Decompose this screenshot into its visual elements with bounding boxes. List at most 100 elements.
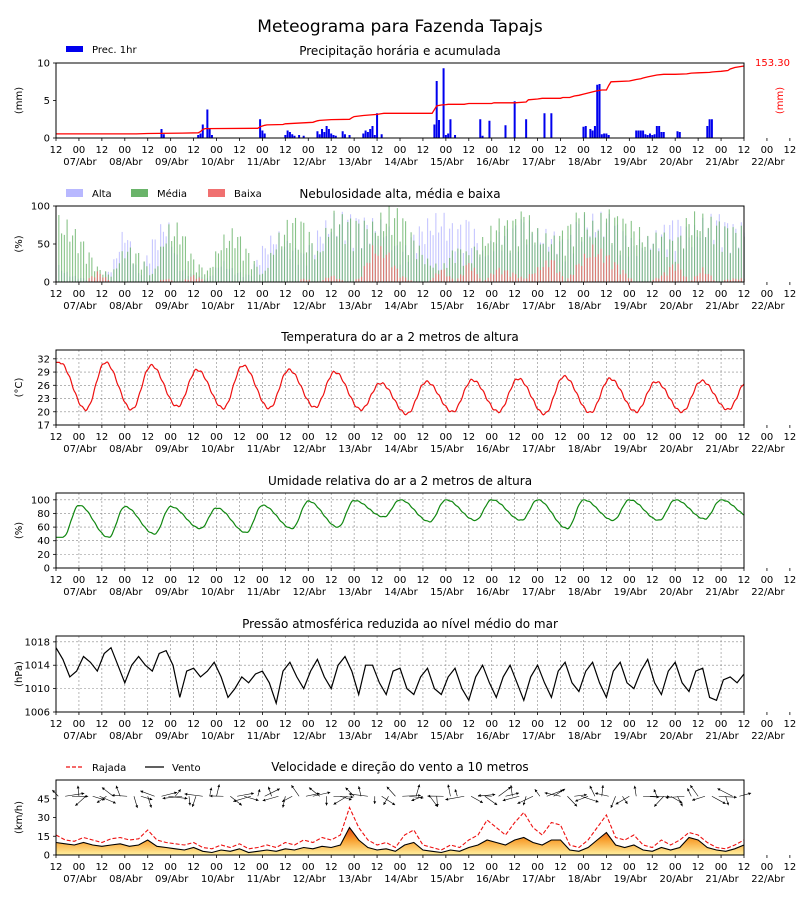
cloud-bar-mid bbox=[350, 218, 352, 282]
cloud-bar-mid bbox=[498, 218, 500, 282]
cloud-bar-mid bbox=[564, 255, 566, 282]
cloud-bar-mid bbox=[633, 231, 635, 282]
wind-arrow-head bbox=[748, 792, 752, 796]
y-tick-label: 17 bbox=[37, 421, 50, 432]
precip-bar bbox=[589, 129, 592, 138]
cloud-bar-mid bbox=[707, 227, 709, 282]
cloud-bar-mid bbox=[740, 225, 742, 282]
cloud-bar-low bbox=[589, 257, 591, 282]
x-tick-label-hour: 00 bbox=[669, 432, 682, 443]
cloud-bar-mid bbox=[234, 248, 236, 282]
x-tick-label-date: 14/Abr bbox=[384, 874, 418, 885]
y-axis-label: (mm) bbox=[14, 87, 25, 114]
x-tick-label-hour: 12 bbox=[95, 862, 108, 873]
cloud-bar-mid bbox=[198, 264, 200, 282]
cloud-bar-mid bbox=[451, 250, 453, 282]
cloud-bar-mid bbox=[583, 212, 586, 282]
y-tick-label: 20 bbox=[37, 550, 50, 561]
cloud-bar-mid bbox=[718, 221, 720, 282]
x-tick-label-date: 15/Abr bbox=[430, 157, 464, 168]
cloud-bar-mid bbox=[91, 257, 93, 282]
cloud-bar-mid bbox=[605, 218, 608, 282]
x-tick-label-date: 22/Abr bbox=[751, 731, 785, 742]
x-tick-label-hour: 00 bbox=[439, 575, 452, 586]
cloud-bar-mid bbox=[402, 218, 404, 282]
cloud-bar-low bbox=[732, 278, 734, 282]
pressure-line bbox=[55, 646, 745, 706]
cloud-bar-mid bbox=[578, 218, 580, 282]
precip-bar bbox=[662, 132, 665, 138]
cloud-bar-mid bbox=[322, 251, 324, 282]
x-tick-label-hour: 00 bbox=[118, 432, 131, 443]
wind-arrow-head bbox=[251, 792, 254, 796]
legend-label-gust: Rajada bbox=[92, 763, 126, 774]
x-tick-label-hour: 00 bbox=[302, 145, 315, 156]
precip-bar bbox=[637, 130, 640, 138]
x-tick-label-hour: 00 bbox=[669, 289, 682, 300]
x-tick-label-hour: 00 bbox=[73, 289, 86, 300]
x-tick-label-hour: 00 bbox=[256, 289, 269, 300]
y-axis-label: (km/h) bbox=[14, 801, 25, 834]
wind-arrow-head bbox=[427, 794, 431, 798]
cloud-bar-mid bbox=[705, 237, 707, 282]
precip-bar bbox=[291, 134, 294, 138]
cloud-bar-mid bbox=[330, 228, 332, 282]
cloud-bar-mid bbox=[435, 263, 437, 282]
cloud-bar-mid bbox=[432, 267, 434, 282]
precip-bar bbox=[197, 135, 200, 138]
precip-bar bbox=[380, 134, 383, 138]
cloud-bar-mid bbox=[553, 235, 555, 282]
x-tick-label-date: 20/Abr bbox=[659, 444, 693, 455]
cloud-bar-low bbox=[682, 276, 685, 282]
y-tick-label: 1006 bbox=[25, 708, 50, 719]
cloud-bar-mid bbox=[600, 213, 602, 282]
precip-bar bbox=[201, 124, 204, 138]
x-tick-label-hour: 00 bbox=[394, 862, 407, 873]
cloud-bar-low bbox=[449, 276, 451, 282]
cloud-bar-low bbox=[465, 265, 467, 282]
cloud-bar-low bbox=[385, 254, 387, 282]
x-tick-label-hour: 00 bbox=[210, 719, 223, 730]
cloud-bar-mid bbox=[173, 236, 175, 282]
cloud-bar-mid bbox=[347, 222, 349, 282]
cloud-bar-mid bbox=[149, 275, 151, 282]
cloud-bar-low bbox=[531, 274, 533, 282]
x-tick-label-hour: 12 bbox=[783, 862, 796, 873]
x-tick-label-hour: 12 bbox=[646, 862, 659, 873]
cloud-bar-mid bbox=[366, 229, 368, 282]
x-tick-label-hour: 12 bbox=[371, 145, 384, 156]
cloud-bar-mid bbox=[226, 248, 228, 282]
x-tick-label-hour: 00 bbox=[348, 575, 361, 586]
wind-arrow-head bbox=[734, 795, 737, 799]
cloud-bar-mid bbox=[391, 234, 393, 282]
legend-swatch-cloud bbox=[208, 189, 225, 197]
cloud-bar-mid bbox=[515, 219, 517, 282]
wind-direction-arrow bbox=[233, 795, 252, 802]
x-tick-label-hour: 00 bbox=[394, 719, 407, 730]
precip-bar bbox=[348, 135, 351, 138]
accumulated-total-label: 153.30 bbox=[755, 58, 790, 69]
x-tick-label-hour: 12 bbox=[783, 575, 796, 586]
x-tick-label-hour: 00 bbox=[531, 719, 544, 730]
cloud-bar-mid bbox=[77, 253, 79, 282]
x-tick-label-date: 11/Abr bbox=[247, 587, 281, 598]
cloud-bar-mid bbox=[319, 252, 321, 282]
cloud-bar-mid bbox=[622, 218, 624, 282]
cloud-bar-low bbox=[594, 256, 597, 282]
cloud-bar-mid bbox=[270, 252, 272, 282]
cloud-bar-low bbox=[702, 267, 704, 282]
cloud-bar-low bbox=[366, 262, 368, 282]
cloud-bar-low bbox=[369, 262, 371, 282]
y-tick-label: 30 bbox=[37, 813, 50, 824]
cloud-bar-mid bbox=[603, 237, 605, 282]
cloud-bar-mid bbox=[220, 250, 222, 282]
x-tick-label-hour: 00 bbox=[715, 432, 728, 443]
plot-frame bbox=[55, 779, 745, 856]
x-tick-label-date: 09/Abr bbox=[155, 874, 189, 885]
x-tick-label-hour: 12 bbox=[692, 862, 705, 873]
precip-bar bbox=[316, 131, 319, 138]
cloud-bar-low bbox=[622, 269, 624, 282]
cloud-bar-mid bbox=[724, 226, 726, 282]
wind-arrow-head bbox=[373, 801, 377, 804]
y-axis-label: (°C) bbox=[14, 378, 25, 398]
